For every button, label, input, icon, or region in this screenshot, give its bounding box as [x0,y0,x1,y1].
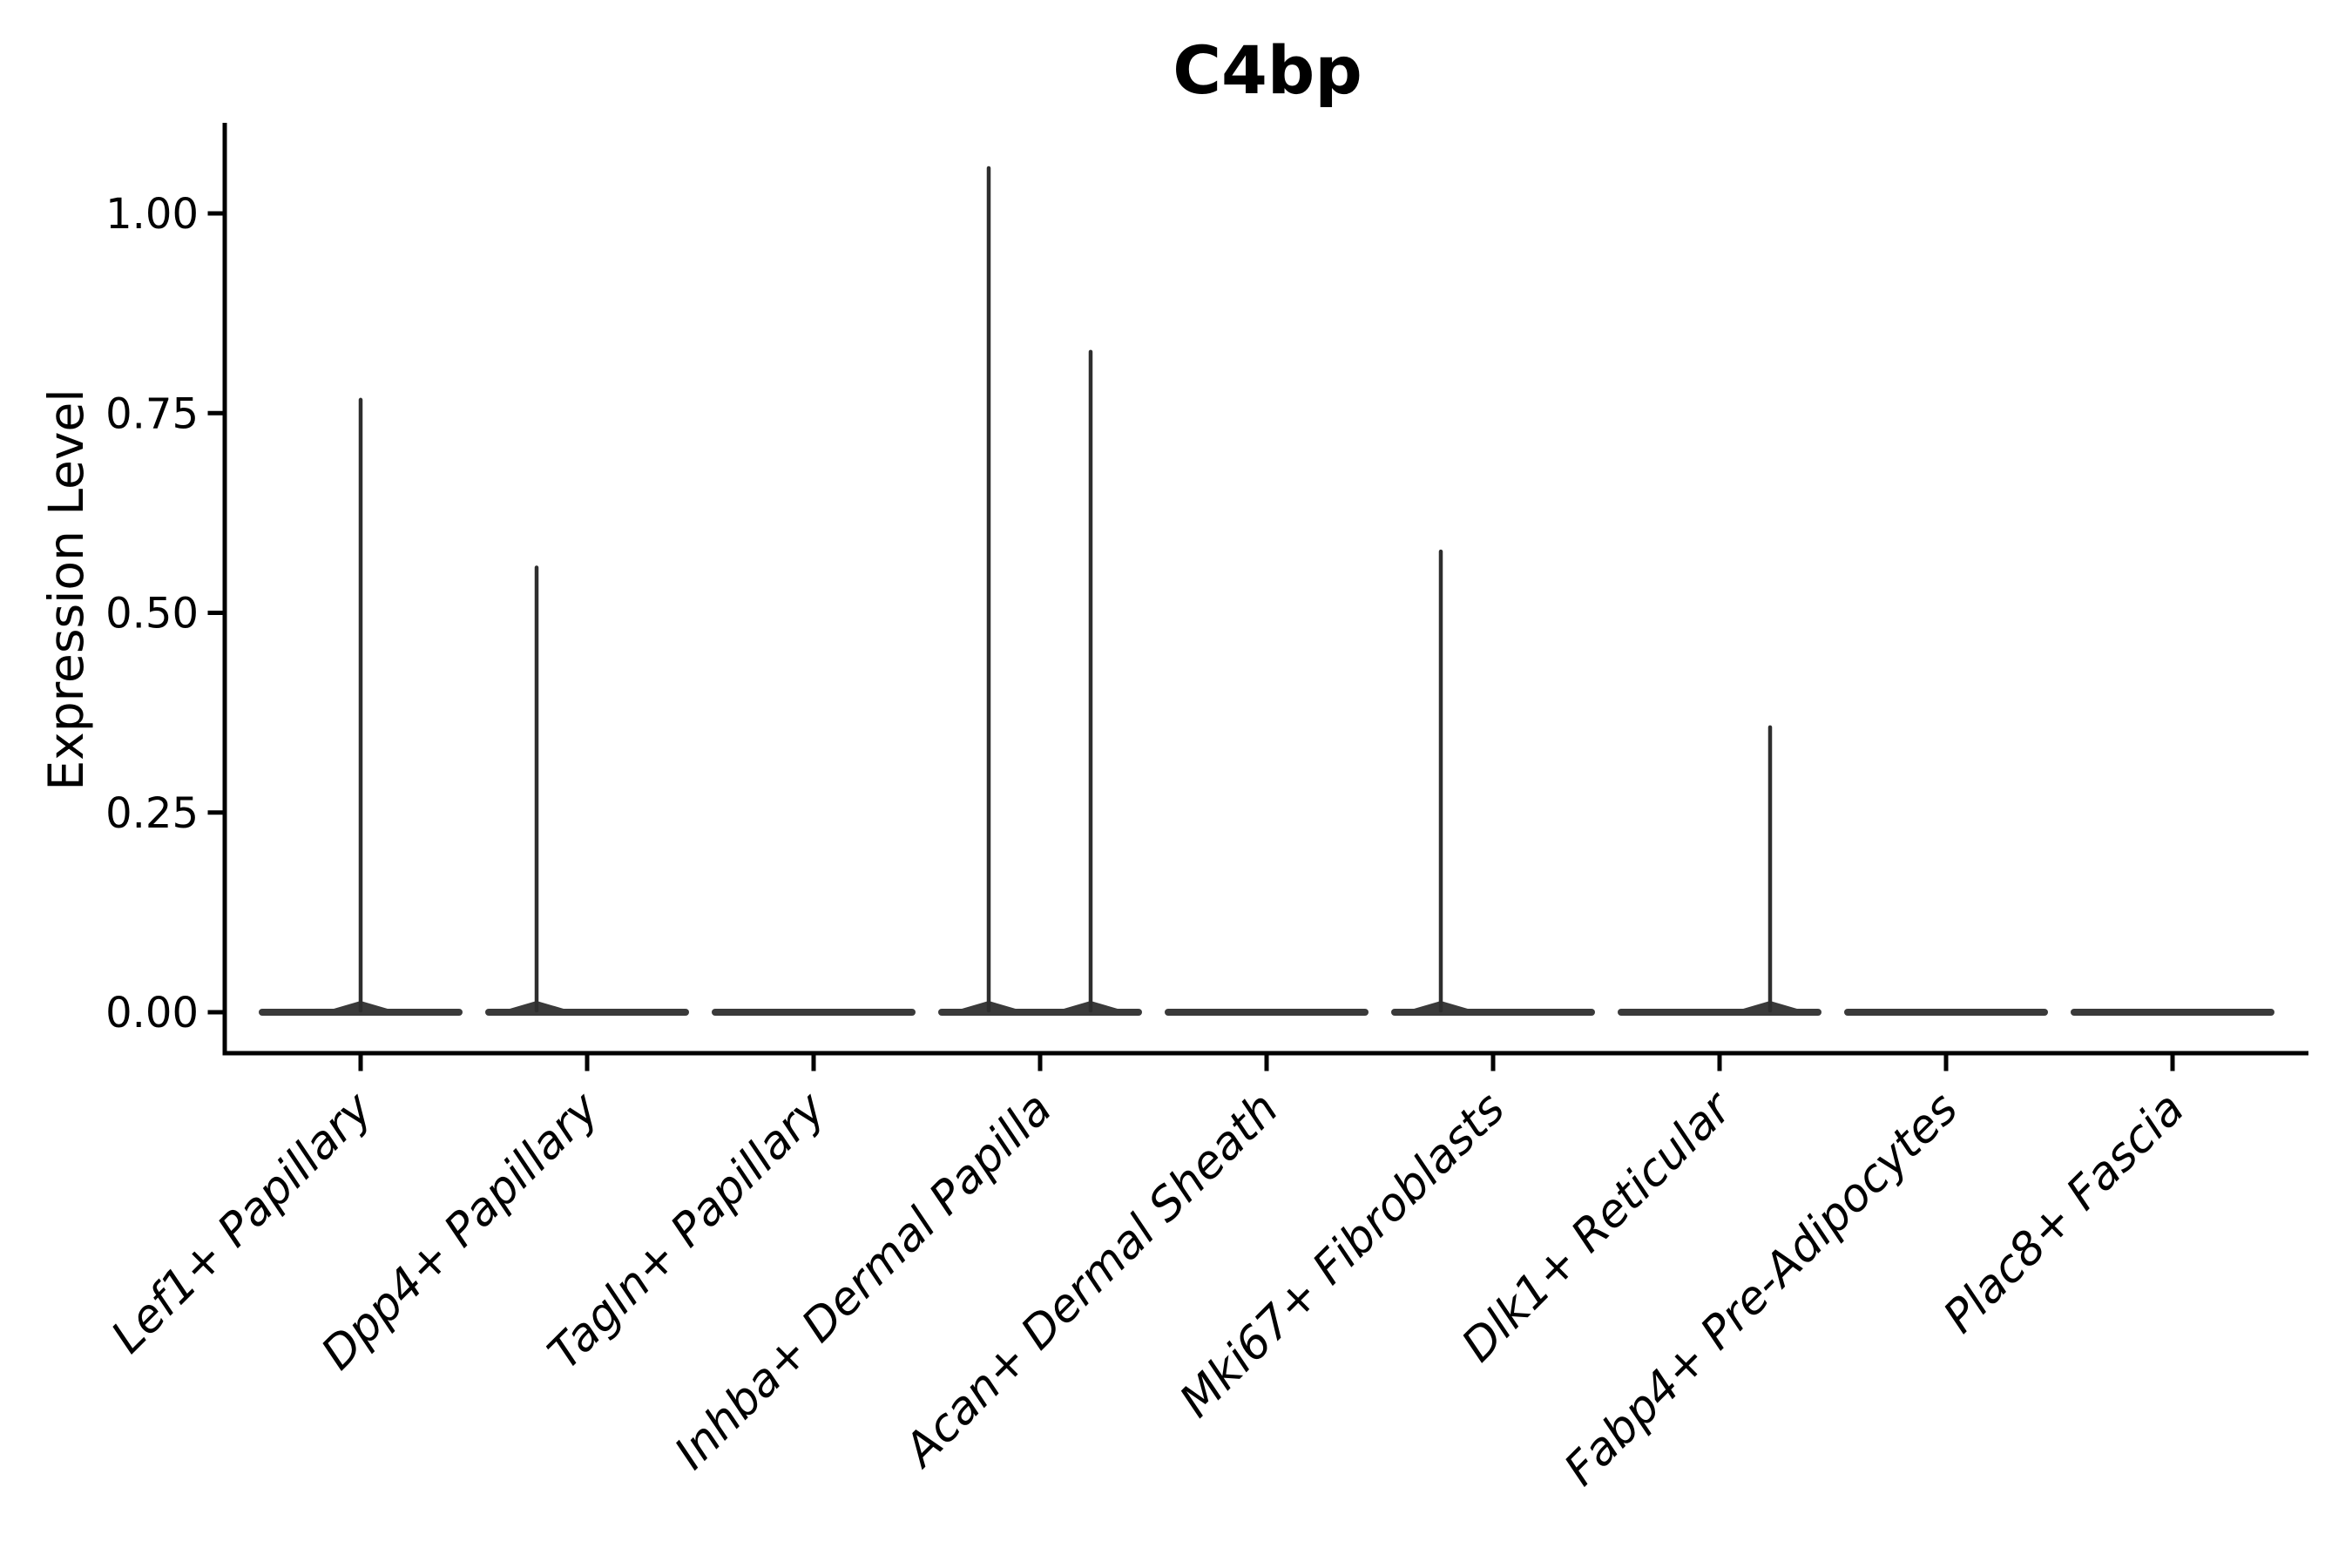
y-axis-label: Expression Level [38,389,94,790]
plot-title: C4bp [1173,31,1362,109]
y-tick-label: 1.00 [105,190,199,239]
y-tick-label: 0.75 [105,389,199,438]
violin [938,166,1142,1016]
violin [1391,549,1595,1016]
y-axis-ticks: 0.00 0.25 0.50 0.75 1.00 [105,190,223,1037]
violin-baseline [1844,1009,2048,1016]
y-tick-label: 0.25 [105,789,199,838]
violin-baseline [485,1009,689,1016]
violin [259,397,463,1016]
x-axis-category-label: Acan+ Dermal Sheath [893,1083,1288,1478]
violin-baseline [938,1009,1142,1016]
violin [485,565,689,1016]
violin-baseline [1391,1009,1595,1016]
violin [2071,1009,2274,1016]
violin [1844,1009,2048,1016]
violin-baseline [2071,1009,2274,1016]
violin [1618,725,1821,1016]
y-tick-label: 0.00 [105,989,199,1037]
x-axis-category-label: Fabp4+ Pre-Adipocytes [1555,1083,1969,1497]
x-axis-category-label: Inhba+ Dermal Papilla [665,1083,1062,1480]
y-tick-label: 0.50 [105,590,199,639]
x-axis-category-label: Plac8+ Fascia [1934,1083,2194,1343]
violin-baseline [712,1009,916,1016]
violin [712,1009,916,1016]
violin [1165,1009,1369,1016]
violins-layer [259,166,2274,1016]
violin-baseline [1618,1009,1821,1016]
violin-baseline [1165,1009,1369,1016]
